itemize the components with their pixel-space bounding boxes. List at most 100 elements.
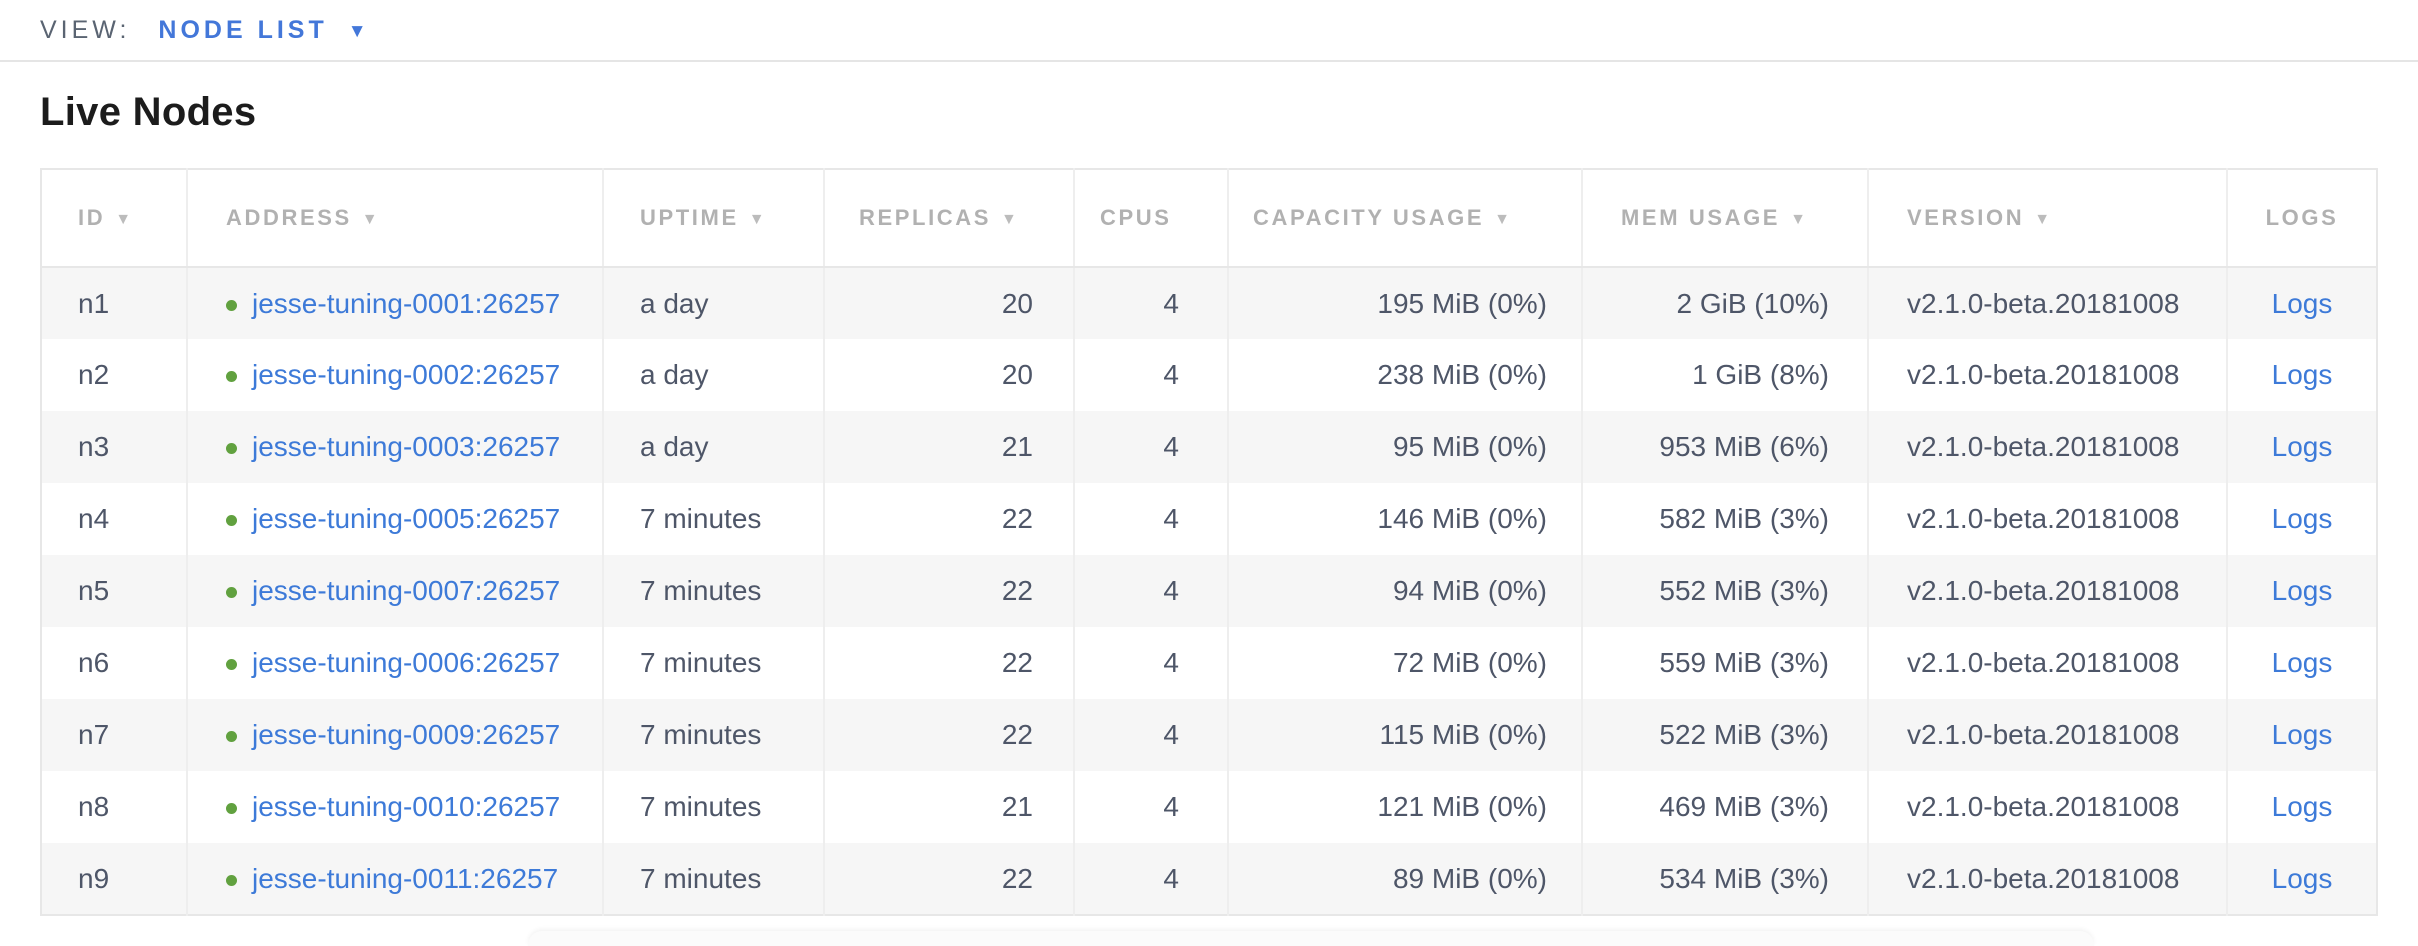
cell-logs: Logs	[2227, 411, 2377, 483]
cell-id: n7	[41, 699, 188, 771]
logs-link[interactable]: Logs	[2271, 647, 2333, 678]
cell-capacity: 95 MiB (0%)	[1228, 411, 1583, 483]
cell-id: n6	[41, 627, 188, 699]
column-header-version[interactable]: VERSION ▼	[1868, 169, 2228, 268]
logs-link[interactable]: Logs	[2271, 359, 2333, 390]
cell-uptime: 7 minutes	[603, 627, 825, 699]
cell-cpus: 4	[1074, 699, 1229, 771]
cell-version: v2.1.0-beta.20181008	[1868, 267, 2228, 339]
cell-version: v2.1.0-beta.20181008	[1868, 555, 2228, 627]
caret-down-icon: ▼	[347, 20, 367, 42]
cell-address: jesse-tuning-0006:26257	[187, 627, 604, 699]
column-header-capacity[interactable]: CAPACITY USAGE ▼	[1228, 169, 1583, 268]
cell-logs: Logs	[2227, 843, 2377, 915]
cell-uptime: a day	[603, 339, 825, 411]
main-content: Live Nodes ID ▼ ADDRESS ▼ UPTIME ▼ REPLICAS ▼ CP…	[0, 88, 2418, 916]
node-live-status-icon	[226, 731, 237, 742]
cell-id: n9	[41, 843, 188, 915]
node-live-status-icon	[226, 587, 237, 598]
cell-version: v2.1.0-beta.20181008	[1868, 699, 2228, 771]
logs-link[interactable]: Logs	[2271, 719, 2333, 750]
cell-id: n8	[41, 771, 188, 843]
logs-link[interactable]: Logs	[2271, 431, 2333, 462]
column-label: CPUS	[1100, 205, 1172, 230]
table-header-row: ID ▼ ADDRESS ▼ UPTIME ▼ REPLICAS ▼ CPUS CAPACITY …	[41, 169, 2377, 268]
cell-version: v2.1.0-beta.20181008	[1868, 411, 2228, 483]
cell-mem: 2 GiB (10%)	[1582, 267, 1869, 339]
node-row-n9: n9 jesse-tuning-0011:26257 7 minutes 22 4 89 …	[41, 843, 2377, 915]
node-address-link[interactable]: jesse-tuning-0007:26257	[252, 575, 561, 606]
column-header-replicas[interactable]: REPLICAS ▼	[824, 169, 1075, 268]
column-label: ADDRESS	[226, 205, 352, 230]
column-header-logs: LOGS	[2227, 169, 2377, 268]
node-row-n2: n2 jesse-tuning-0002:26257 a day 20 4 238 MiB…	[41, 339, 2377, 411]
cell-logs: Logs	[2227, 339, 2377, 411]
column-header-mem[interactable]: MEM USAGE ▼	[1582, 169, 1869, 268]
column-header-uptime[interactable]: UPTIME ▼	[603, 169, 825, 268]
cell-mem: 552 MiB (3%)	[1582, 555, 1869, 627]
node-address-link[interactable]: jesse-tuning-0001:26257	[252, 287, 561, 319]
cell-capacity: 195 MiB (0%)	[1228, 267, 1583, 339]
cell-cpus: 4	[1074, 843, 1229, 915]
cell-id: n1	[41, 267, 188, 339]
column-header-address[interactable]: ADDRESS ▼	[187, 169, 604, 268]
sort-caret-down-icon: ▼	[115, 211, 134, 228]
cell-id: n2	[41, 339, 188, 411]
cell-cpus: 4	[1074, 411, 1229, 483]
sort-caret-down-icon: ▼	[361, 211, 381, 228]
logs-link[interactable]: Logs	[2271, 862, 2333, 894]
cell-capacity: 115 MiB (0%)	[1228, 699, 1583, 771]
cell-uptime: 7 minutes	[603, 843, 825, 915]
column-label: UPTIME	[640, 205, 739, 230]
cell-capacity: 72 MiB (0%)	[1228, 627, 1583, 699]
column-label: MEM USAGE	[1621, 205, 1781, 230]
cell-address: jesse-tuning-0005:26257	[187, 483, 604, 555]
cell-replicas: 22	[824, 627, 1075, 699]
table-header: ID ▼ ADDRESS ▼ UPTIME ▼ REPLICAS ▼ CPUS CAPACITY …	[41, 169, 2377, 268]
cell-uptime: 7 minutes	[603, 699, 825, 771]
sort-caret-down-icon: ▼	[2034, 211, 2053, 228]
cell-replicas: 21	[824, 771, 1075, 843]
cell-address: jesse-tuning-0003:26257	[187, 411, 604, 483]
node-address-link[interactable]: jesse-tuning-0006:26257	[252, 647, 561, 678]
node-address-link[interactable]: jesse-tuning-0010:26257	[252, 791, 561, 822]
cell-cpus: 4	[1074, 339, 1229, 411]
cell-cpus: 4	[1074, 555, 1229, 627]
page-title: Live Nodes	[40, 90, 257, 134]
logs-link[interactable]: Logs	[2271, 791, 2333, 822]
cell-address: jesse-tuning-0007:26257	[187, 555, 604, 627]
cell-id: n4	[41, 483, 188, 555]
cell-logs: Logs	[2227, 555, 2377, 627]
cell-mem: 522 MiB (3%)	[1582, 699, 1869, 771]
node-live-status-icon	[226, 443, 237, 454]
cell-version: v2.1.0-beta.20181008	[1868, 483, 2228, 555]
cell-replicas: 22	[824, 699, 1075, 771]
cell-uptime: 7 minutes	[603, 771, 825, 843]
cell-id: n3	[41, 411, 188, 483]
view-bar: VIEW: NODE LIST ▼	[0, 0, 2418, 62]
node-address-link[interactable]: jesse-tuning-0005:26257	[252, 503, 561, 534]
cell-capacity: 94 MiB (0%)	[1228, 555, 1583, 627]
cell-version: v2.1.0-beta.20181008	[1868, 771, 2228, 843]
node-address-link[interactable]: jesse-tuning-0011:26257	[252, 862, 559, 894]
view-label: VIEW:	[40, 15, 131, 44]
node-live-status-icon	[226, 803, 237, 814]
cell-logs: Logs	[2227, 267, 2377, 339]
node-address-link[interactable]: jesse-tuning-0002:26257	[252, 359, 561, 390]
logs-link[interactable]: Logs	[2271, 503, 2333, 534]
sort-caret-down-icon: ▼	[748, 211, 768, 228]
node-address-link[interactable]: jesse-tuning-0003:26257	[252, 431, 561, 462]
node-live-status-icon	[226, 371, 237, 382]
node-address-link[interactable]: jesse-tuning-0009:26257	[252, 719, 561, 750]
cell-address: jesse-tuning-0011:26257	[187, 843, 604, 915]
cell-mem: 469 MiB (3%)	[1582, 771, 1869, 843]
cell-logs: Logs	[2227, 483, 2377, 555]
cell-cpus: 4	[1074, 627, 1229, 699]
cell-uptime: a day	[603, 411, 825, 483]
logs-link[interactable]: Logs	[2271, 287, 2333, 319]
logs-link[interactable]: Logs	[2271, 575, 2333, 606]
view-selector-dropdown[interactable]: NODE LIST ▼	[158, 16, 366, 45]
cell-capacity: 89 MiB (0%)	[1228, 843, 1583, 915]
column-header-id[interactable]: ID ▼	[41, 169, 188, 268]
cell-uptime: 7 minutes	[603, 555, 825, 627]
